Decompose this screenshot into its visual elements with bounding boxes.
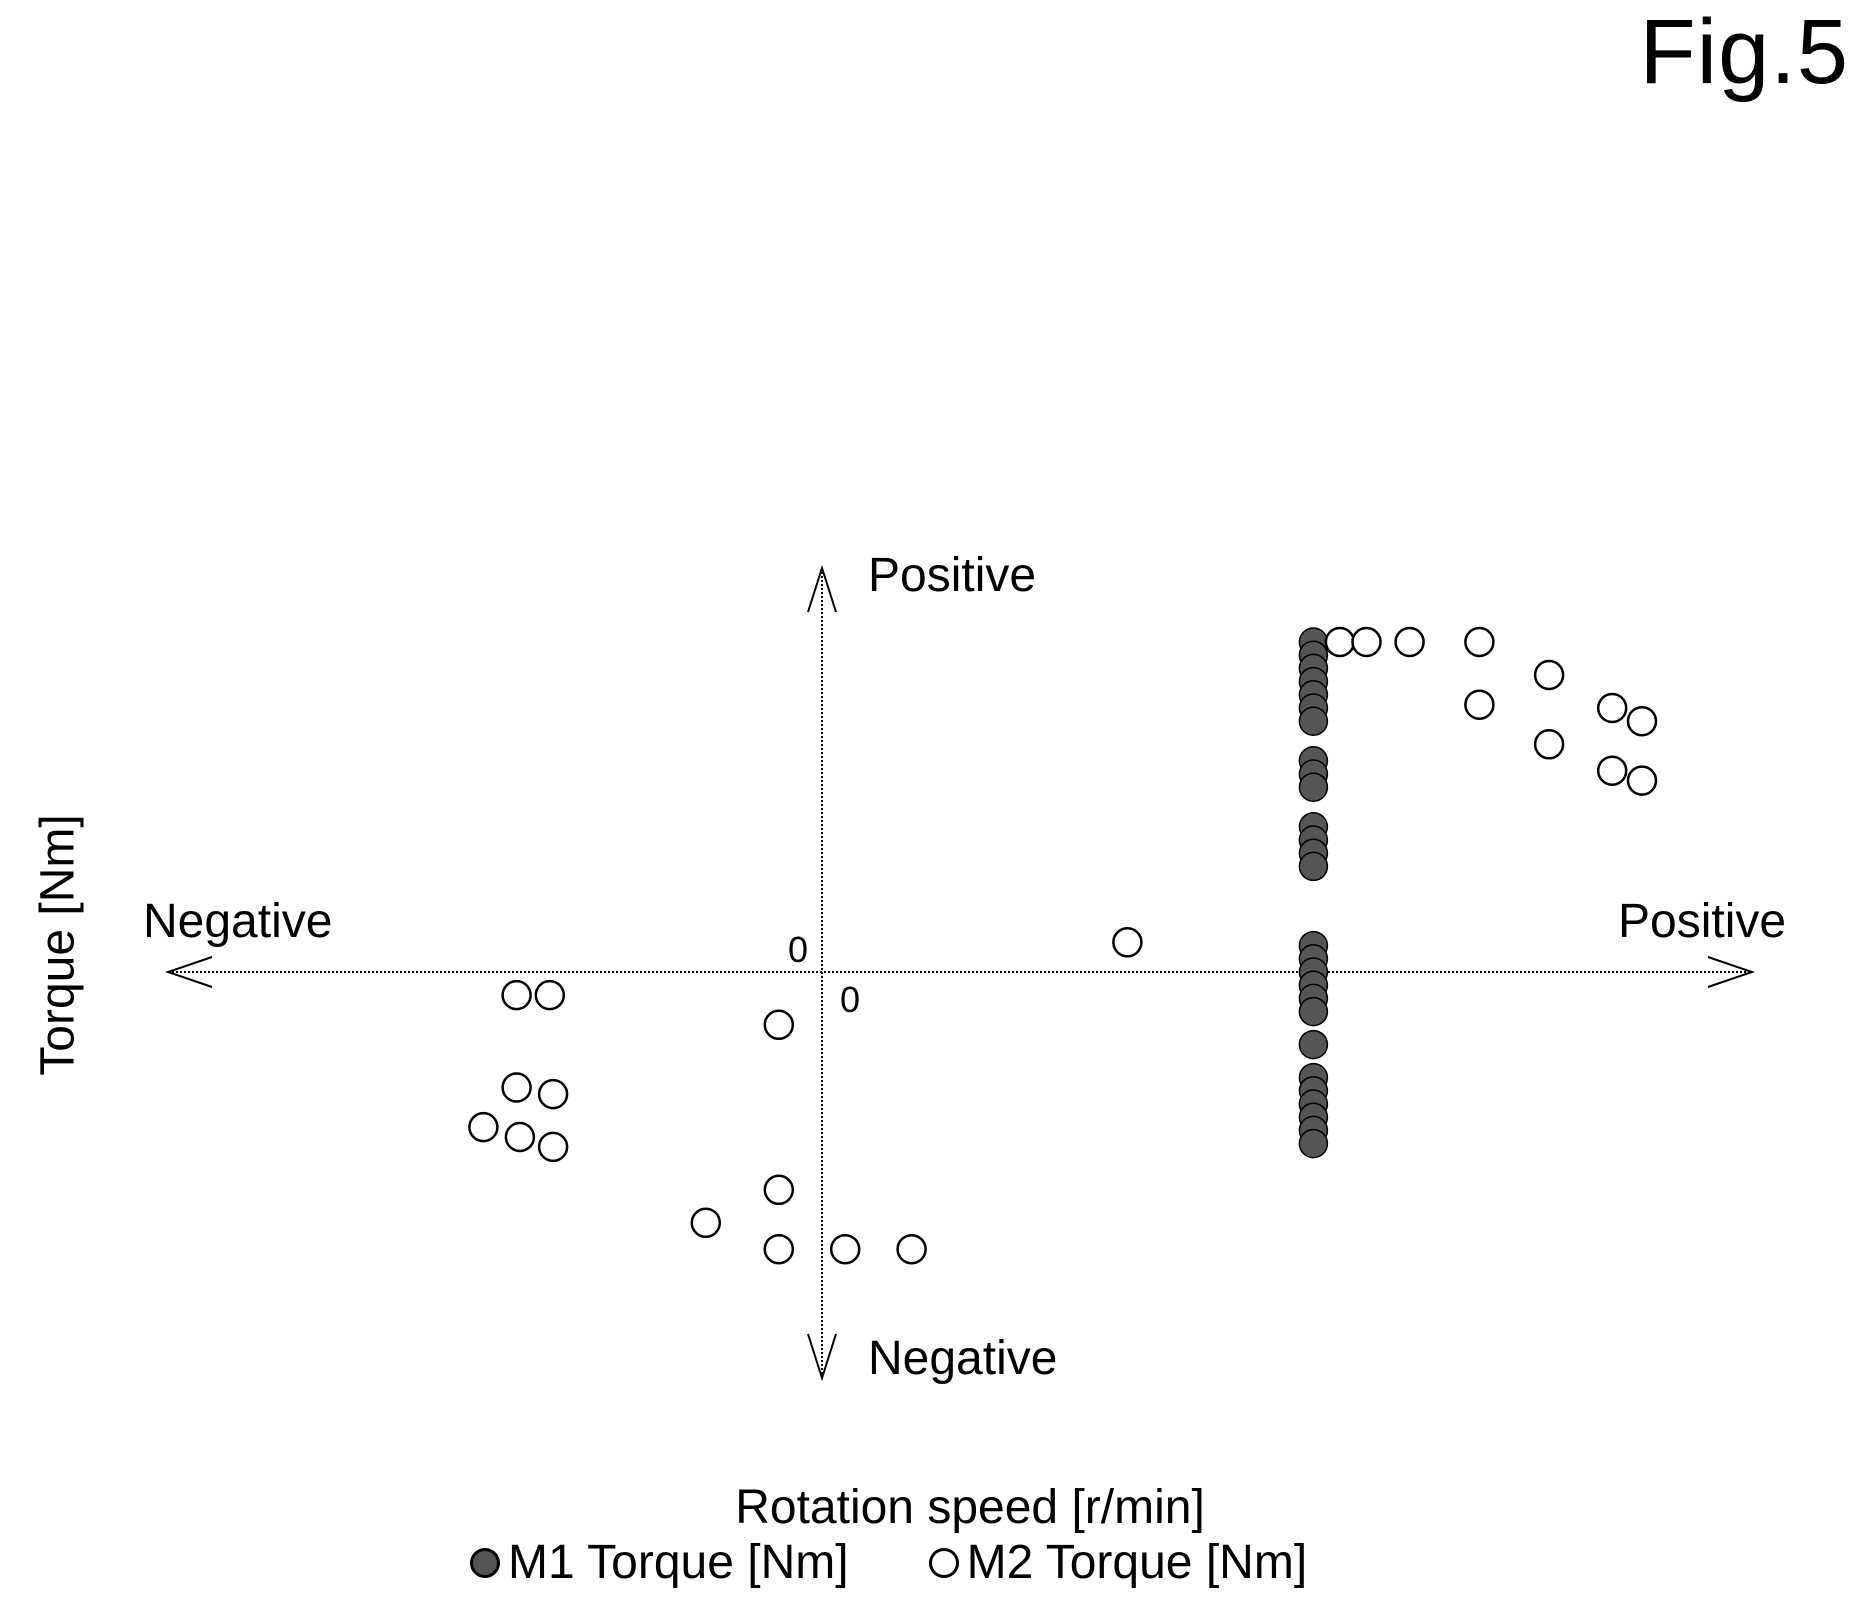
y-axis-positive-label: Positive xyxy=(868,549,1037,602)
m2-data-point-4 xyxy=(1464,626,1495,658)
filled-circle-icon xyxy=(470,1547,500,1578)
m2-data-point-1 xyxy=(1324,626,1356,658)
m2-data-point-19 xyxy=(504,1121,536,1153)
m2-data-point-16 xyxy=(501,1072,532,1103)
m2-data-point-21 xyxy=(763,1174,795,1206)
m2-data-point-24 xyxy=(829,1233,861,1265)
m1-data-point-21 xyxy=(1298,1029,1329,1060)
figure-label: Fig.5 xyxy=(1639,1,1849,103)
m1-data-point-27 xyxy=(1298,1128,1329,1159)
m2-data-point-18 xyxy=(468,1111,499,1143)
m2-data-point-13 xyxy=(501,979,532,1011)
m2-data-point-15 xyxy=(763,1009,795,1041)
legend-label-m1: M1 Torque [Nm] xyxy=(508,1536,849,1589)
m2-data-point-22 xyxy=(690,1207,722,1239)
y-axis-negative-label: Negative xyxy=(868,1332,1058,1385)
m2-data-point-17 xyxy=(537,1078,569,1110)
m2-data-point-11 xyxy=(1626,765,1658,796)
m2-data-point-7 xyxy=(1626,705,1658,737)
series-2-points xyxy=(468,626,1658,1265)
m2-data-point-3 xyxy=(1394,626,1425,658)
m2-data-point-20 xyxy=(537,1131,569,1163)
y-axis-arrow-bottom xyxy=(807,1333,837,1382)
m2-data-point-5 xyxy=(1533,659,1565,691)
m1-data-point-14 xyxy=(1298,851,1329,882)
open-circle-icon xyxy=(928,1547,959,1578)
x-axis-positive-label: Positive xyxy=(1618,895,1787,948)
y-axis xyxy=(807,564,837,1382)
x-axis-title: Rotation speed [r/min] xyxy=(735,1481,1205,1534)
m2-data-point-6 xyxy=(1596,692,1628,724)
x-axis-arrow-right xyxy=(1707,956,1756,988)
legend-item-m1: M1 Torque [Nm] xyxy=(470,1535,849,1590)
x-axis xyxy=(164,956,1756,988)
x-origin-label: 0 xyxy=(788,929,809,970)
x-axis-arrow-left xyxy=(164,956,213,988)
series-1-points xyxy=(1298,627,1329,1159)
m2-data-point-8 xyxy=(1464,689,1495,720)
m1-data-point-20 xyxy=(1298,996,1329,1027)
x-axis-negative-label: Negative xyxy=(143,895,333,948)
legend: M1 Torque [Nm] M2 Torque [Nm] xyxy=(470,1535,1387,1590)
m2-data-point-10 xyxy=(1596,755,1628,786)
y-axis-title: Torque [Nm] xyxy=(31,814,85,1076)
y-axis-arrow-top xyxy=(807,564,837,613)
data-points xyxy=(468,626,1658,1265)
m2-data-point-2 xyxy=(1351,626,1382,658)
m1-data-point-7 xyxy=(1298,706,1329,736)
legend-item-m2: M2 Torque [Nm] xyxy=(928,1535,1308,1590)
y-origin-label: 0 xyxy=(840,979,861,1020)
m2-data-point-12 xyxy=(1112,927,1143,958)
m2-data-point-9 xyxy=(1533,729,1565,760)
m2-data-point-23 xyxy=(763,1233,795,1265)
m2-data-point-25 xyxy=(896,1233,927,1265)
m2-data-point-14 xyxy=(534,979,566,1011)
m1-data-point-10 xyxy=(1298,772,1329,802)
legend-label-m2: M2 Torque [Nm] xyxy=(966,1536,1308,1589)
